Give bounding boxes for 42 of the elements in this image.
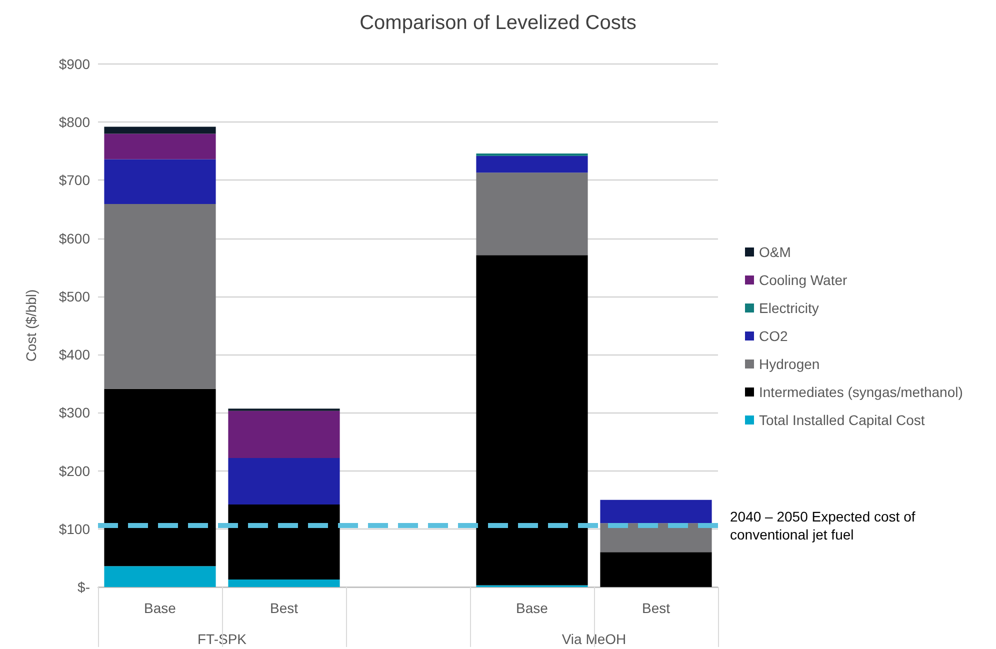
ref-line-label: 2040 – 2050 Expected cost of conventional jet fuel bbox=[730, 508, 920, 542]
legend-label: Total Installed Capital Cost bbox=[759, 412, 925, 428]
bar bbox=[228, 410, 340, 458]
legend-label: CO2 bbox=[759, 328, 788, 344]
text: Via MeOH bbox=[562, 631, 626, 647]
y-tick-label: $600 bbox=[58, 230, 90, 246]
bar bbox=[104, 566, 216, 587]
y-axis-title: Cost ($/bbl) bbox=[23, 289, 39, 362]
legend-label: Hydrogen bbox=[759, 356, 820, 372]
bar bbox=[104, 159, 216, 204]
legend-label: O&M bbox=[759, 244, 791, 260]
bar bbox=[104, 126, 216, 134]
bar bbox=[600, 500, 712, 524]
x-tick-label: Best bbox=[642, 600, 670, 616]
bar bbox=[476, 156, 588, 173]
legend-label: Intermediates (syngas/methanol) bbox=[759, 384, 963, 400]
legend-label: Cooling Water bbox=[759, 272, 848, 288]
y-tick-label: $100 bbox=[58, 520, 90, 537]
y-tick-label: $200 bbox=[58, 462, 90, 479]
chart-title: Comparison of Levelized Costs bbox=[360, 12, 636, 34]
y-tick-label: $500 bbox=[58, 288, 90, 304]
bar bbox=[104, 388, 216, 566]
y-tick-label: $800 bbox=[58, 114, 90, 130]
y-tick-label: $- bbox=[78, 579, 90, 595]
text: FT-SPK bbox=[197, 631, 248, 647]
y-tick-label: $300 bbox=[58, 404, 90, 421]
x-tick-label: Base bbox=[516, 600, 548, 616]
legend-label: Electricity bbox=[759, 300, 819, 316]
bar bbox=[228, 458, 340, 504]
y-tick-label: $400 bbox=[58, 346, 90, 363]
bar bbox=[228, 579, 340, 587]
y-tick-label: $700 bbox=[58, 172, 90, 188]
bar bbox=[104, 204, 216, 389]
bar bbox=[228, 504, 340, 580]
x-tick-label: Base bbox=[144, 600, 176, 616]
y-tick-label: $900 bbox=[58, 56, 90, 72]
bar bbox=[476, 153, 588, 156]
bar bbox=[476, 172, 588, 256]
x-tick-label: Best bbox=[270, 600, 298, 616]
bar bbox=[476, 255, 588, 586]
bar bbox=[104, 134, 216, 160]
bar bbox=[600, 552, 712, 587]
